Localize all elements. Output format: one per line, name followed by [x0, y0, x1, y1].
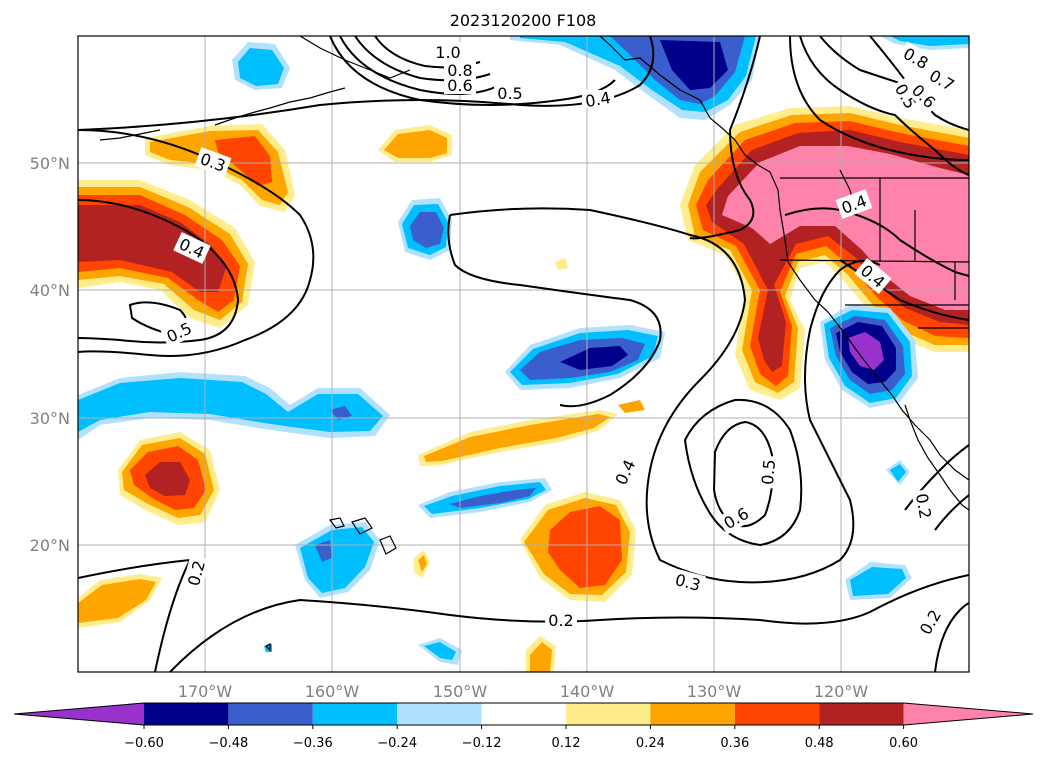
colorbar-tick-label: −0.60 [124, 736, 164, 751]
lon-tick-label: 130°W [687, 682, 742, 701]
colorbar-tick-label: −0.24 [377, 736, 417, 751]
negative-anomaly-california [820, 305, 918, 408]
graticule [78, 36, 969, 672]
colorbar-swatch [312, 703, 398, 725]
negative-anomaly-dot-1-core [424, 642, 456, 660]
colorbar-under-arrow [14, 703, 144, 725]
colorbar-over-arrow [903, 703, 1033, 725]
colorbar-tick-label: −0.36 [293, 736, 333, 751]
map-title: 2023120200 F108 [450, 11, 597, 30]
longitude-labels: 170°W 160°W 150°W 140°W 130°W 120°W [178, 682, 869, 701]
colorbar-swatch [819, 703, 904, 725]
negative-anomaly-midlat [398, 198, 452, 260]
negative-anomaly-streak [418, 478, 552, 518]
contour-label: 0.8 [447, 61, 472, 80]
negative-anomaly-bering [232, 42, 290, 90]
lat-tick-label: 50°N [30, 154, 70, 173]
lon-tick-label: 150°W [433, 682, 488, 701]
colorbar-swatch [228, 703, 313, 725]
lat-tick-label: 30°N [30, 409, 70, 428]
contour-label: 0.5 [758, 459, 779, 486]
positive-anomaly-central [520, 492, 636, 602]
colorbar-tick-label: 0.60 [889, 736, 918, 751]
negative-anomaly-dot-3-core [890, 464, 906, 482]
contour-label: 0.6 [447, 76, 472, 95]
positive-anomaly-dot-1-core [418, 555, 427, 572]
latitude-labels: 50°N 40°N 30°N 20°N [30, 154, 70, 555]
colorbar-swatch [734, 703, 820, 725]
lon-tick-label: 170°W [178, 682, 233, 701]
map-content [78, 36, 969, 672]
colorbar-tick-label: −0.12 [462, 736, 502, 751]
positive-anomaly-streak [418, 400, 645, 466]
colorbar-tick-label: 0.48 [805, 736, 834, 751]
contour-label: 0.2 [912, 492, 935, 520]
contour-label: 0.2 [548, 611, 573, 630]
coastlines [99, 36, 969, 652]
colorbar-tick-label: 0.12 [552, 736, 581, 751]
positive-anomaly-southwest [78, 574, 162, 628]
colorbar-swatch [481, 703, 566, 725]
lon-tick-label: 120°W [814, 682, 869, 701]
contour-label: 1.0 [435, 43, 460, 62]
lon-tick-label: 160°W [305, 682, 360, 701]
colorbar-tick-label: 0.24 [636, 736, 665, 751]
positive-anomaly-dot-3 [555, 258, 568, 270]
contour-label: 0.4 [584, 88, 612, 111]
lat-tick-label: 20°N [30, 536, 70, 555]
contour-label: 0.5 [497, 84, 522, 103]
negative-anomaly-north-edge-core [890, 36, 969, 46]
colorbar-swatch [650, 703, 735, 725]
negative-anomaly-gulf-of-alaska [510, 36, 760, 120]
colorbar-tick-label: 0.36 [720, 736, 749, 751]
negative-anomaly-central [505, 325, 665, 390]
lon-tick-label: 140°W [560, 682, 615, 701]
positive-anomaly-dot-2-core [530, 642, 552, 672]
positive-anomaly-subtropical-west [118, 432, 220, 525]
negative-anomaly-hawaii [295, 522, 380, 598]
map-frame [77, 35, 970, 673]
colorbar-tick-label: −0.48 [208, 736, 248, 751]
lat-tick-label: 40°N [30, 281, 70, 300]
colorbar: −0.60 −0.48 −0.36 −0.24 −0.12 0.12 0.24 … [13, 702, 1034, 751]
negative-anomaly-southeast-core [850, 567, 906, 596]
colorbar-swatch [566, 703, 651, 725]
colorbar-swatch [397, 703, 482, 725]
colorbar-swatch [144, 703, 229, 725]
positive-anomaly-small-1-core [384, 130, 447, 158]
